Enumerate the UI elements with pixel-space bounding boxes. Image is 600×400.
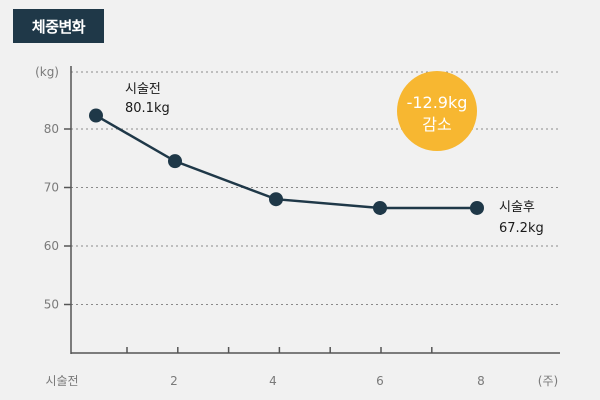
y-tick-label-80: 80 [44, 122, 59, 136]
data-point-1 [168, 154, 182, 169]
data-point-0 [89, 108, 103, 123]
start-annotation-line1: 시술전 [125, 82, 161, 97]
x-unit-label: (주) [538, 374, 558, 388]
series-layer [89, 108, 484, 215]
end-annotation-line1: 시술후 [499, 200, 535, 215]
chart-title: 체중변화 [13, 9, 104, 43]
x-tick-label-2: 4 [269, 374, 277, 388]
x-tick-label-0: 시술전 [45, 374, 78, 388]
reduction-badge-value: -12.9kg [407, 93, 468, 112]
grid-layer [71, 71, 560, 305]
data-point-4 [470, 200, 484, 215]
reduction-badge-label: 감소 [422, 115, 451, 134]
ticks-layer: 50 60 70 80 시술전 2 4 6 8 [44, 122, 485, 388]
y-unit-label: (kg) [35, 65, 59, 79]
x-tick-label-4: 8 [477, 374, 485, 388]
x-tick-label-3: 6 [376, 374, 384, 388]
end-annotation-line2: 67.2kg [499, 221, 544, 236]
x-tick-label-1: 2 [170, 374, 178, 388]
y-tick-label-60: 60 [44, 239, 59, 253]
y-tick-label-50: 50 [44, 298, 59, 312]
reduction-badge [397, 71, 477, 151]
data-point-2 [269, 192, 283, 207]
start-annotation-line2: 80.1kg [125, 101, 170, 116]
data-point-3 [373, 200, 387, 215]
y-tick-label-70: 70 [44, 181, 59, 195]
